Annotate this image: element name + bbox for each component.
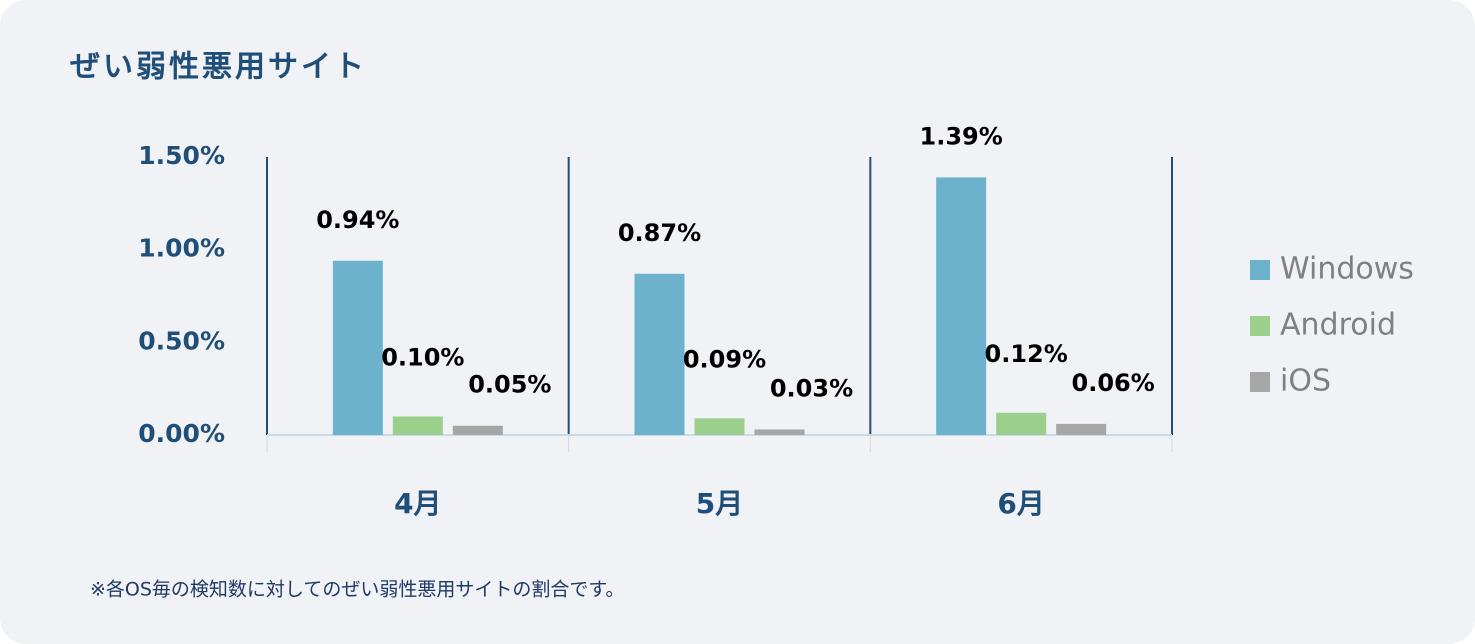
- y-tick-label: 1.00%: [138, 234, 225, 263]
- bar: [694, 418, 745, 435]
- bar: [754, 429, 805, 435]
- data-label: 0.10%: [381, 343, 464, 371]
- y-tick-label: 0.00%: [138, 419, 225, 448]
- data-label: 0.05%: [468, 371, 551, 399]
- data-label: 0.87%: [618, 219, 701, 247]
- data-label: 0.03%: [770, 374, 853, 402]
- data-label: 0.06%: [1072, 369, 1155, 397]
- legend-label: Windows: [1280, 252, 1414, 287]
- bar: [1056, 423, 1107, 435]
- bar: [996, 412, 1047, 435]
- legend-swatch: [1250, 260, 1270, 280]
- bar: [392, 416, 443, 435]
- data-label: 0.09%: [683, 345, 766, 373]
- data-label: 0.12%: [985, 340, 1068, 368]
- legend-swatch: [1250, 316, 1270, 336]
- y-tick-label: 1.50%: [138, 141, 225, 170]
- legend-swatch: [1250, 372, 1270, 392]
- legend-label: Android: [1280, 308, 1396, 343]
- bar: [634, 273, 685, 435]
- x-tick-label: 5月: [696, 487, 743, 520]
- legend-label: iOS: [1280, 364, 1331, 399]
- data-label: 1.39%: [920, 122, 1003, 150]
- footnote: ※各OS毎の検知数に対してのぜい弱性悪用サイトの割合です。: [90, 579, 624, 601]
- chart-title: ぜい弱性悪用サイト: [70, 50, 367, 85]
- data-label: 0.94%: [316, 206, 399, 234]
- x-tick-label: 4月: [394, 487, 441, 520]
- bar: [452, 425, 503, 435]
- y-tick-label: 0.50%: [138, 326, 225, 355]
- bar: [936, 177, 987, 436]
- x-tick-label: 6月: [997, 487, 1044, 520]
- bar: [332, 260, 383, 435]
